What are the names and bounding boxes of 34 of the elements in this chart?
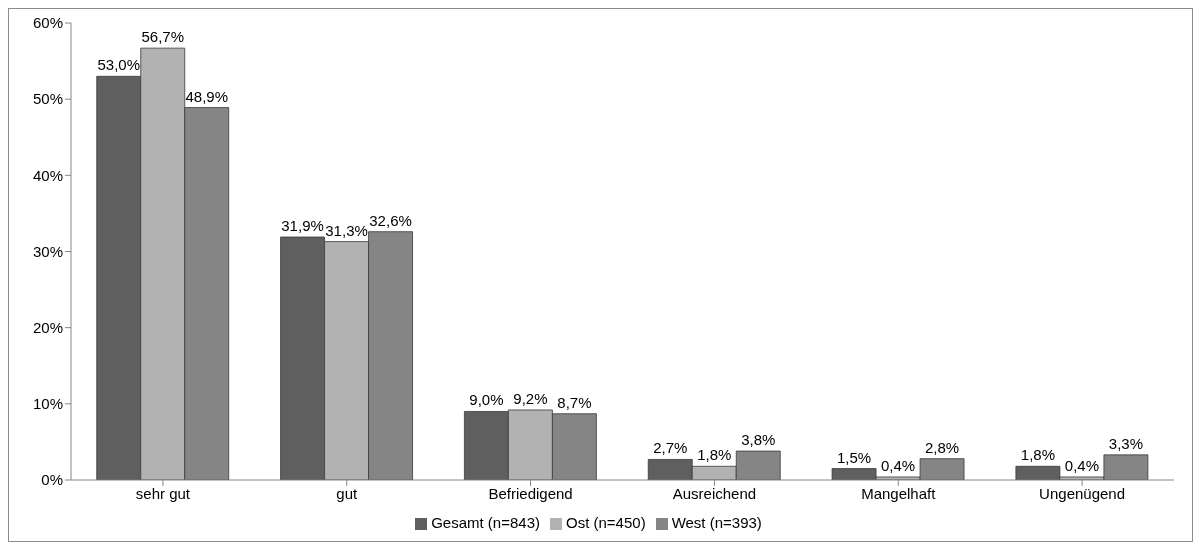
data-label: 1,8% xyxy=(697,446,732,464)
x-tick-label: Befriedigend xyxy=(488,484,573,502)
legend-label: Ost (n=450) xyxy=(566,514,646,531)
data-label: 53,0% xyxy=(97,56,141,74)
x-tick-label: Mangelhaft xyxy=(861,484,937,502)
data-label: 1,8% xyxy=(1020,446,1055,464)
y-tick-label: 40% xyxy=(32,166,63,184)
x-tick-label: Ausreichend xyxy=(672,484,757,502)
x-tick-label: gut xyxy=(336,484,358,502)
data-label: 0,4% xyxy=(880,456,916,474)
data-label: 8,7% xyxy=(557,393,592,411)
data-label: 3,3% xyxy=(1108,434,1143,452)
data-label: 3,8% xyxy=(741,431,776,449)
data-label: 1,5% xyxy=(836,448,872,466)
data-label: 31,9% xyxy=(281,217,324,235)
data-label: 2,7% xyxy=(653,439,688,457)
data-label: 9,2% xyxy=(513,389,548,407)
data-label: 2,8% xyxy=(924,438,960,456)
data-label: 9,0% xyxy=(469,391,504,409)
y-tick-label: 30% xyxy=(32,242,63,260)
legend-label: West (n=393) xyxy=(671,514,762,531)
y-tick-label: 60% xyxy=(32,14,63,32)
y-tick-label: 50% xyxy=(32,90,63,108)
data-label: 48,9% xyxy=(185,87,229,105)
legend-label: Gesamt (n=843) xyxy=(431,514,540,531)
data-label: 32,6% xyxy=(369,211,412,229)
x-tick-label: Ungenügend xyxy=(1039,484,1126,502)
y-tick-label: 20% xyxy=(32,318,63,336)
data-label: 56,7% xyxy=(141,28,185,46)
data-label: 0,4% xyxy=(1064,456,1099,474)
y-tick-label: 0% xyxy=(41,471,63,489)
x-tick-label: sehr gut xyxy=(135,484,191,502)
y-tick-label: 10% xyxy=(32,395,63,413)
data-label: 31,3% xyxy=(325,221,368,239)
